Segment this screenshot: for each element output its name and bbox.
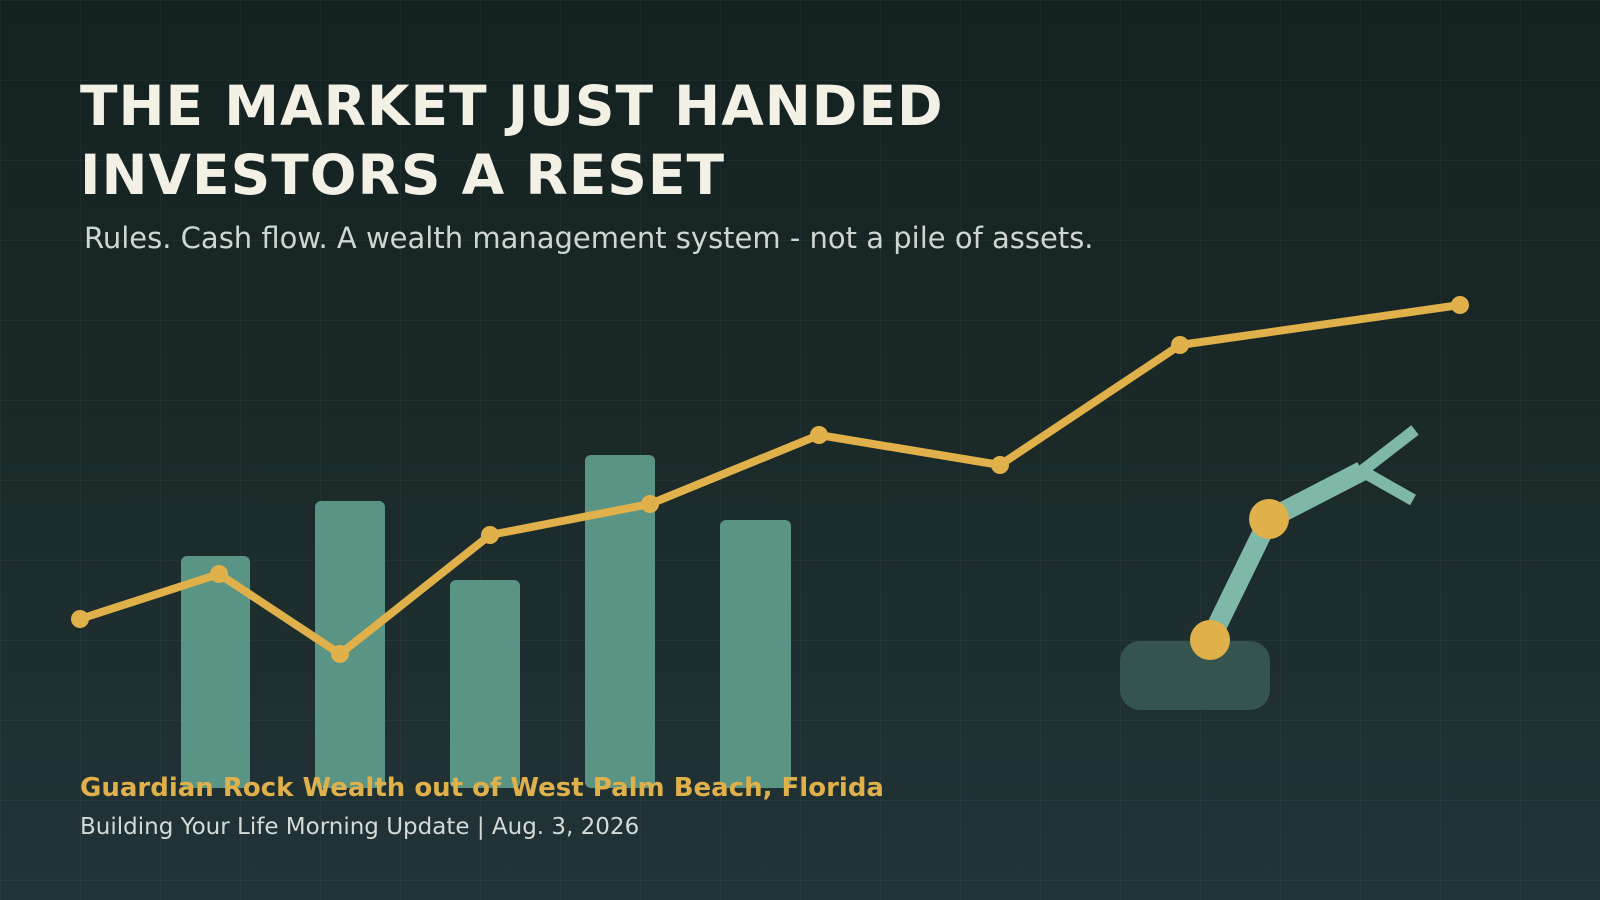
decor-bars <box>181 455 791 788</box>
subtitle: Rules. Cash flow. A wealth management sy… <box>84 221 1094 255</box>
robot-arm-icon <box>1120 425 1419 710</box>
brand: Guardian Rock Wealth out of West Palm Be… <box>80 773 884 803</box>
title-line: THE MARKET JUST HANDED <box>80 74 944 138</box>
title-line: INVESTORS A RESET <box>80 143 725 207</box>
byline: Building Your Life Morning Update | Aug.… <box>80 814 639 840</box>
decor-line <box>71 296 1469 663</box>
